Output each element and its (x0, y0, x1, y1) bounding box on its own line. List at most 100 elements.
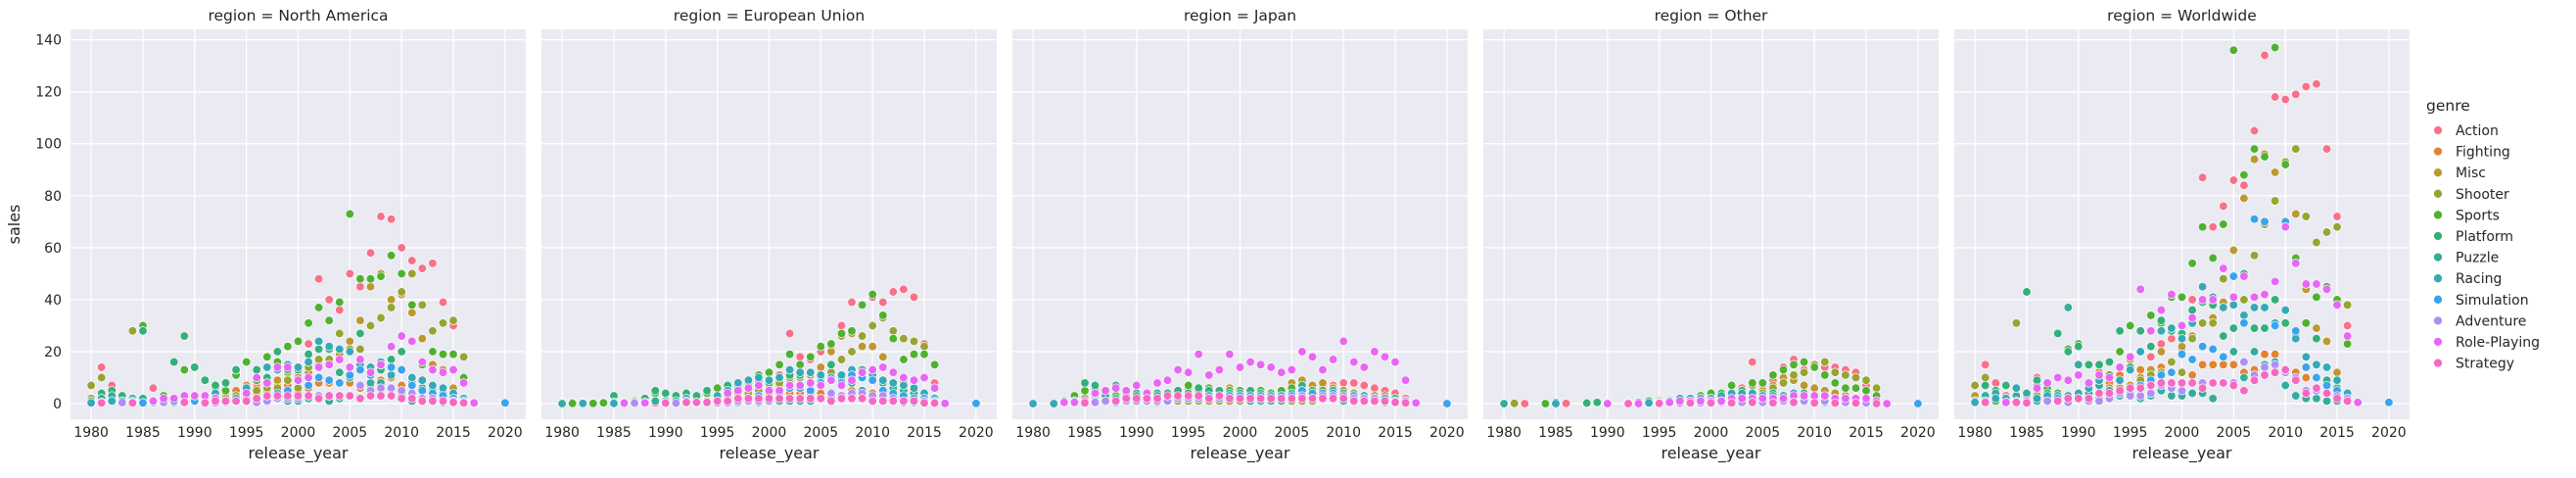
data-point (86, 398, 96, 407)
data-point (252, 372, 261, 383)
y-tick-label: 100 (35, 137, 62, 153)
data-point (2197, 383, 2208, 393)
data-point (313, 336, 324, 347)
data-point (252, 386, 261, 396)
data-point (1737, 394, 1747, 404)
data-point (2249, 375, 2260, 385)
data-point (1173, 391, 1183, 401)
x-tick-label: 1995 (700, 425, 735, 441)
data-point (2291, 391, 2301, 401)
data-point (2208, 222, 2218, 232)
data-point (2156, 339, 2167, 349)
data-point (867, 375, 877, 385)
data-point (2001, 380, 2011, 391)
data-point (1991, 378, 2000, 388)
data-point (836, 380, 847, 391)
data-point (304, 391, 313, 401)
data-point (272, 362, 283, 372)
data-point (836, 370, 847, 380)
data-point (272, 347, 283, 357)
data-point (713, 383, 723, 393)
data-point (293, 391, 304, 401)
data-point (1830, 378, 1840, 388)
data-point (2104, 388, 2115, 399)
data-point (1184, 391, 1194, 401)
data-point (448, 398, 458, 407)
data-point (438, 396, 448, 406)
data-point (899, 372, 909, 383)
data-point (355, 394, 365, 404)
x-tick-label: 2000 (1694, 425, 1729, 441)
data-point (795, 352, 805, 361)
data-point (681, 398, 691, 407)
data-point (324, 295, 334, 305)
data-point (86, 380, 96, 391)
data-point (2094, 396, 2104, 406)
data-point (1841, 394, 1850, 404)
data-point (376, 271, 386, 281)
data-point (2301, 212, 2311, 221)
data-point (878, 362, 888, 372)
data-point (2011, 318, 2022, 328)
data-point (1121, 386, 1131, 396)
data-point (2115, 386, 2125, 396)
data-point (1049, 399, 1058, 408)
data-point (2291, 209, 2301, 219)
data-point (220, 378, 231, 388)
legend-item: Strategy (2433, 357, 2514, 372)
data-point (2228, 347, 2238, 357)
data-point (190, 391, 200, 401)
data-point (376, 391, 386, 401)
data-point (2074, 359, 2084, 369)
data-point (1370, 347, 1380, 357)
data-point (909, 383, 919, 393)
data-point (272, 391, 283, 401)
legend-label: Role-Playing (2456, 335, 2540, 351)
data-point (847, 394, 857, 404)
data-point (365, 378, 376, 388)
data-point (1370, 383, 1380, 393)
data-point (2332, 212, 2342, 221)
data-point (2197, 295, 2208, 305)
data-point (2135, 383, 2145, 393)
data-point (2228, 292, 2238, 302)
data-point (1799, 380, 1809, 391)
data-point (386, 342, 397, 352)
data-point (1540, 399, 1551, 408)
legend-item: Adventure (2433, 313, 2526, 329)
x-tick-label: 1985 (596, 425, 632, 441)
data-point (2321, 144, 2332, 154)
data-point (2167, 357, 2177, 367)
x-tick-label: 1990 (648, 425, 683, 441)
data-point (1882, 399, 1892, 408)
data-point (1255, 359, 1266, 369)
data-point (609, 399, 619, 408)
data-point (2187, 370, 2197, 380)
data-point (2187, 312, 2197, 323)
x-tick-label: 2020 (488, 425, 523, 441)
data-point (2032, 394, 2042, 404)
x-tick-label: 2015 (2319, 425, 2355, 441)
data-point (1830, 398, 1840, 408)
data-point (774, 372, 784, 383)
data-point (2208, 253, 2218, 263)
data-point (826, 375, 836, 385)
data-point (365, 367, 376, 377)
x-tick-label: 2010 (1797, 425, 1832, 441)
data-point (386, 370, 397, 380)
data-point (836, 328, 847, 339)
x-tick-label: 1985 (1067, 425, 1102, 441)
data-point (2126, 320, 2135, 331)
data-point (2053, 372, 2063, 383)
data-point (1664, 398, 1674, 407)
data-point (909, 292, 919, 302)
data-point (1400, 398, 1411, 407)
data-point (2177, 367, 2187, 377)
data-point (1633, 399, 1644, 408)
data-point (2156, 370, 2167, 380)
data-point (764, 386, 774, 396)
data-point (826, 388, 836, 399)
legend-marker (2433, 188, 2443, 199)
data-point (2115, 375, 2125, 385)
